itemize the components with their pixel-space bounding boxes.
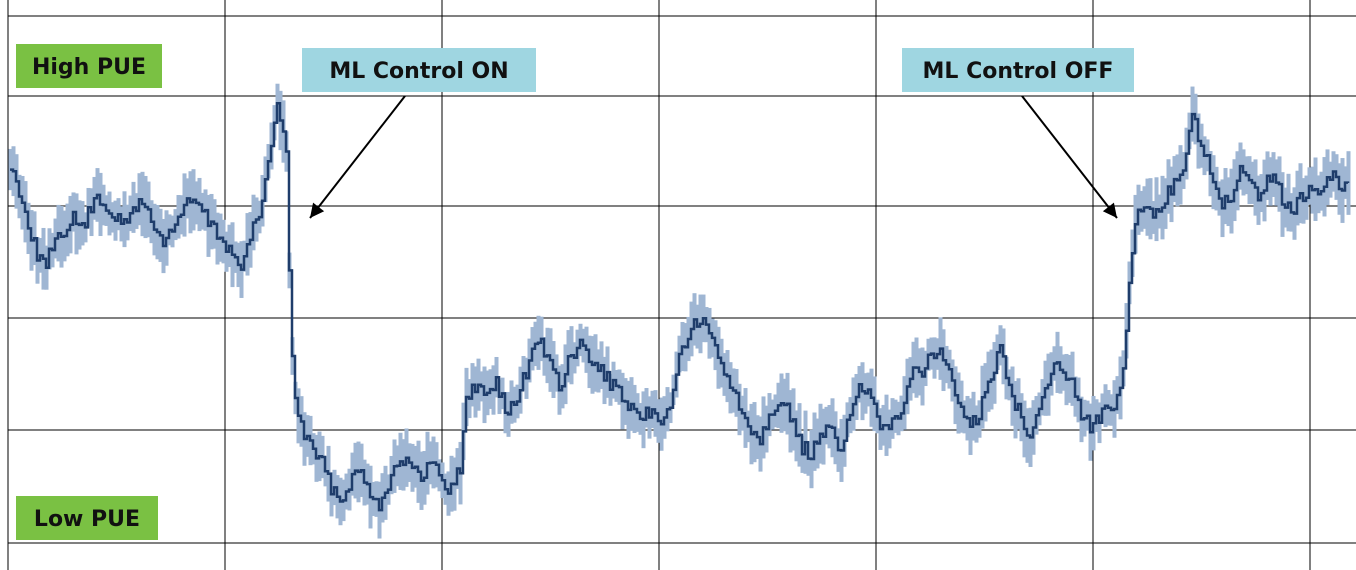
low-pue-label: Low PUE: [16, 496, 158, 540]
svg-text:High PUE: High PUE: [32, 55, 146, 80]
series-mean-path: [10, 102, 1350, 512]
mean-line: [10, 102, 1350, 512]
high-pue-label: High PUE: [16, 44, 162, 88]
grid-lines: [7, 0, 1356, 570]
svg-text:Low PUE: Low PUE: [34, 507, 140, 532]
ml-control-off-arrow: [1021, 95, 1118, 219]
band-bar-446: [1346, 151, 1351, 215]
ml-control-off-label: ML Control OFF: [902, 48, 1134, 92]
ml-control-on-label: ML Control ON: [302, 48, 536, 92]
svg-text:ML Control OFF: ML Control OFF: [923, 59, 1114, 84]
ml-control-on-arrow: [309, 95, 406, 219]
svg-text:ML Control ON: ML Control ON: [329, 59, 508, 84]
annotation-arrows: [309, 95, 1118, 219]
variance-band: [8, 83, 1351, 539]
